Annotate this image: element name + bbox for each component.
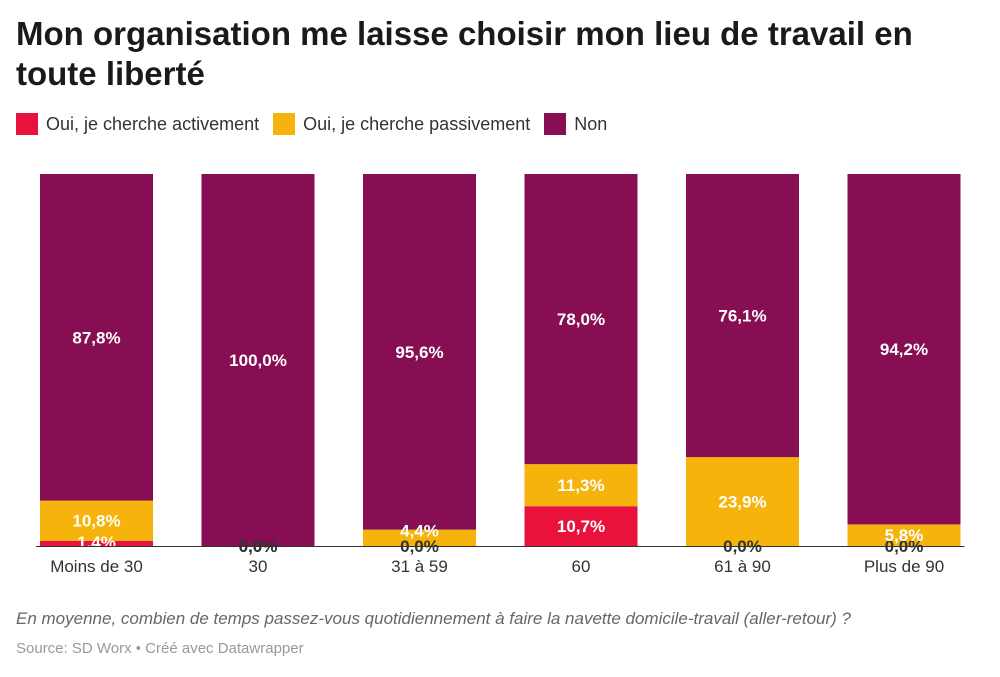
bar-segment-non-1 [201,174,315,546]
data-label-passif-5: 5,8% [885,526,924,545]
x-tick-label-4: 61 à 90 [714,557,771,576]
legend-label-non: Non [574,113,608,134]
bar-segment-passif-4 [686,457,799,546]
legend-swatch-non [544,113,567,135]
data-label-passif-3: 11,3% [557,476,604,495]
x-tick-label-2: 31 à 59 [391,557,448,576]
chart-footnote: En moyenne, combien de temps passez-vous… [16,609,852,628]
x-tick-label-5: Plus de 90 [864,557,944,576]
legend-label-passif: Oui, je cherche passivement [303,113,531,134]
data-label-non-2: 95,6% [395,343,443,362]
bar-segment-non-4 [686,174,799,458]
bar-segment-passif-3 [524,464,638,507]
data-label-non-0: 87,8% [72,328,120,347]
stacked-bar-chart: 1,4%10,8%87,8%Moins de 300,0%0,0%100,0%3… [36,174,965,576]
bar-segment-passif-0 [40,500,153,541]
data-label-actif-3: 10,7% [557,517,605,536]
legend-label-actif: Oui, je cherche activement [46,113,260,134]
data-label-non-4: 76,1% [718,307,766,326]
data-label-non-5: 94,2% [880,340,928,359]
data-label-passif-4: 23,9% [718,493,766,512]
legend-item-non: Non [544,113,607,135]
x-tick-label-1: 30 [249,557,268,576]
bar-segment-actif-0 [40,540,153,546]
legend-swatch-actif [16,113,38,135]
bar-segment-non-5 [847,174,961,525]
legend-item-actif: Oui, je cherche activement [16,113,259,135]
x-tick-label-0: Moins de 30 [50,557,143,576]
bar-segment-passif-2 [363,529,476,546]
x-tick-label-3: 60 [572,557,591,576]
data-label-passif-0: 10,8% [72,512,120,531]
bar-segment-passif-5 [847,524,961,546]
data-label-non-3: 78,0% [557,310,605,329]
data-label-actif-0: 1,4% [77,533,116,552]
legend-swatch-passif [273,113,296,135]
bar-segment-non-2 [363,174,476,530]
data-label-passif-2: 4,4% [400,522,439,541]
data-label-non-1: 100,0% [229,351,287,370]
bar-segment-actif-3 [524,506,638,546]
bar-segment-non-0 [40,174,153,501]
legend-item-passif: Oui, je cherche passivement [273,113,530,135]
chart-title: Mon organisation me laisse choisir mon l… [16,15,913,92]
bar-segment-non-3 [524,174,638,465]
legend: Oui, je cherche activement Oui, je cherc… [16,113,621,135]
chart-source: Source: SD Worx • Créé avec Datawrapper [16,640,304,657]
